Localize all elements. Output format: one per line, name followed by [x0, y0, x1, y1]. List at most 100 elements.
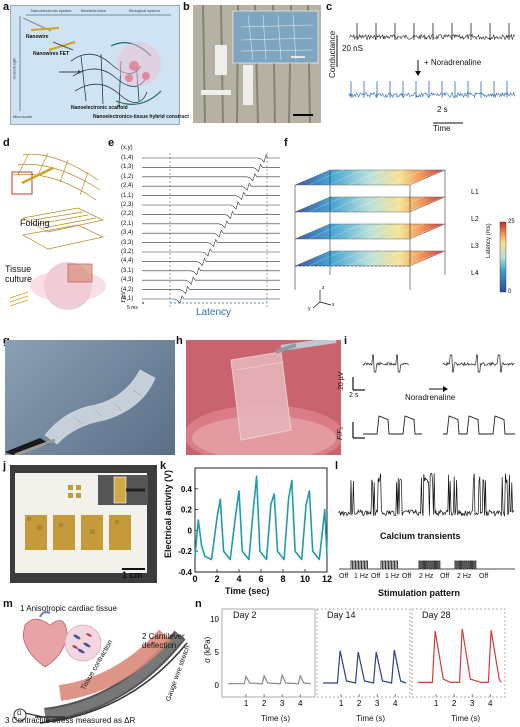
- i-ylabel: F/F₀: [337, 426, 344, 440]
- panel-f-label: f: [284, 137, 288, 149]
- e-row-label: (2,3): [121, 202, 134, 208]
- contour-line: [388, 196, 425, 213]
- flexible-mesh-photo: [5, 369, 156, 455]
- m-ohm: Ω: [17, 711, 22, 717]
- n-x-tick-label: 2: [357, 699, 362, 708]
- fluorescence-trace: [363, 415, 422, 435]
- contour-line: [348, 223, 385, 240]
- n-x-tick-label: 2: [452, 699, 457, 708]
- stress-day-charts: 1 2 3 4 1 2 3 4 1 2 3 4 0 5 10: [210, 608, 506, 708]
- label-nanowire: Nanowire: [26, 34, 49, 40]
- panel-c-label: c: [326, 1, 333, 13]
- contour-line: [388, 223, 425, 240]
- latency-trace: [142, 248, 280, 257]
- layer-label-L1: L1: [471, 189, 479, 196]
- n-stress-series: [323, 649, 407, 684]
- stim-pattern-label: Off: [339, 573, 349, 580]
- latency-trace: [142, 191, 280, 201]
- n-y-tick-label: 10: [210, 615, 219, 624]
- panel-m-illustration: [13, 611, 188, 724]
- c-drug-label: + Noradrenaline: [424, 58, 482, 67]
- axis-top-right: Biological system: [129, 8, 160, 13]
- latency-trace: [142, 229, 280, 238]
- stim-pattern-label: Off: [440, 573, 450, 580]
- axis-top-mid: Bioelectronics: [81, 8, 106, 13]
- stim-pattern-label: Off: [371, 573, 381, 580]
- latency-layer: [294, 223, 446, 240]
- n-panel-frame: [316, 608, 411, 698]
- k-x-tick-label: 4: [236, 574, 241, 584]
- contour-line: [408, 196, 445, 213]
- latency-trace: [142, 210, 280, 219]
- contour-line: [368, 223, 405, 240]
- n-x-tick-label: 4: [393, 699, 398, 708]
- noise-trace: [348, 33, 515, 41]
- layer-label-L3: L3: [471, 243, 479, 250]
- j-scale: 1 cm: [122, 570, 143, 580]
- contour-line: [308, 223, 345, 240]
- calcium-trace: [338, 472, 515, 518]
- latency-layer: [294, 169, 446, 186]
- panel-i-traces: [352, 354, 515, 439]
- panel-g-photo: [5, 340, 175, 455]
- c-xlabel: Time: [433, 124, 451, 133]
- tissue-construct-photo: [186, 340, 341, 455]
- baseline-trace: [348, 23, 515, 41]
- n-ylabel: σ (kPa): [203, 636, 212, 663]
- n-x-tick-label: 3: [375, 699, 380, 708]
- n-y-tick-label: 0: [215, 681, 220, 690]
- latency-trace: [142, 257, 280, 266]
- layer-label-L2: L2: [471, 216, 479, 223]
- n-day-28: Day 28: [422, 610, 451, 620]
- e-row-label: (3,4): [121, 230, 134, 237]
- contour-line: [348, 196, 385, 213]
- panel-a-label: a: [3, 1, 10, 13]
- i-scale-v: 20 µV: [338, 371, 345, 390]
- cbar-max: 25: [508, 219, 515, 225]
- d-tissue-culture: Tissue culture: [5, 264, 33, 284]
- k-y-tick-label: 0.2: [181, 506, 193, 515]
- n-panel-frame: [411, 608, 506, 698]
- contour-line: [368, 169, 405, 186]
- l-stim-label: Stimulation pattern: [378, 588, 461, 598]
- e-row-label: (1,2): [121, 173, 134, 180]
- m-step1: 1 Anisotropic cardiac tissue: [20, 604, 117, 613]
- label-scaffold: Nanoelectronic scaffold: [71, 105, 128, 111]
- panel-j-label: j: [3, 460, 7, 472]
- layer-label-L4: L4: [471, 270, 479, 277]
- n-xlabel-1: Time (s): [261, 714, 291, 723]
- k-y-tick-label: -0.4: [178, 568, 192, 577]
- contour-line: [308, 196, 345, 213]
- panel-a-background: Nanoelectronic system Bioelectronics Bio…: [10, 5, 189, 125]
- k-x-tick-label: 12: [322, 574, 332, 584]
- stim-pattern-label: 1 Hz: [354, 573, 369, 580]
- d-folding: Folding: [20, 218, 50, 228]
- latency-layer: [294, 196, 446, 213]
- contour-line: [348, 250, 385, 267]
- panel-a-illustration: [19, 14, 171, 111]
- e-row-label: (4,1): [121, 296, 134, 302]
- panel-d-illustration: [9, 152, 106, 310]
- e-row-label: (1,1): [121, 192, 134, 199]
- latency-trace: [142, 295, 280, 304]
- latency-trace: [142, 285, 280, 295]
- k-y-tick-label: 0.4: [181, 485, 193, 494]
- stim-pattern-label: 2 Hz: [457, 573, 472, 580]
- latency-trace: [142, 238, 280, 248]
- latency-trace: [142, 173, 280, 182]
- contour-line: [328, 250, 365, 267]
- latency-trace: [142, 154, 280, 163]
- stim-pattern-label: 1 Hz: [385, 573, 400, 580]
- k-plot-frame: [194, 467, 328, 573]
- n-x-tick-label: 2: [262, 699, 267, 708]
- e-row-label: (2,2): [121, 211, 134, 218]
- label-fet: Nanowires FET: [33, 51, 70, 57]
- e-header: (x,y): [121, 145, 133, 151]
- n-day-2: Day 2: [233, 610, 257, 620]
- c-ylabel: Conductance: [328, 30, 337, 78]
- c-scale-y: 20 nS: [342, 44, 363, 53]
- noise-trace: [348, 91, 515, 99]
- panel-d-label: d: [3, 137, 10, 149]
- e-scale-v: 1 mV: [120, 291, 127, 303]
- m-step3: 3 Contractile stress measured as ΔR: [5, 716, 136, 725]
